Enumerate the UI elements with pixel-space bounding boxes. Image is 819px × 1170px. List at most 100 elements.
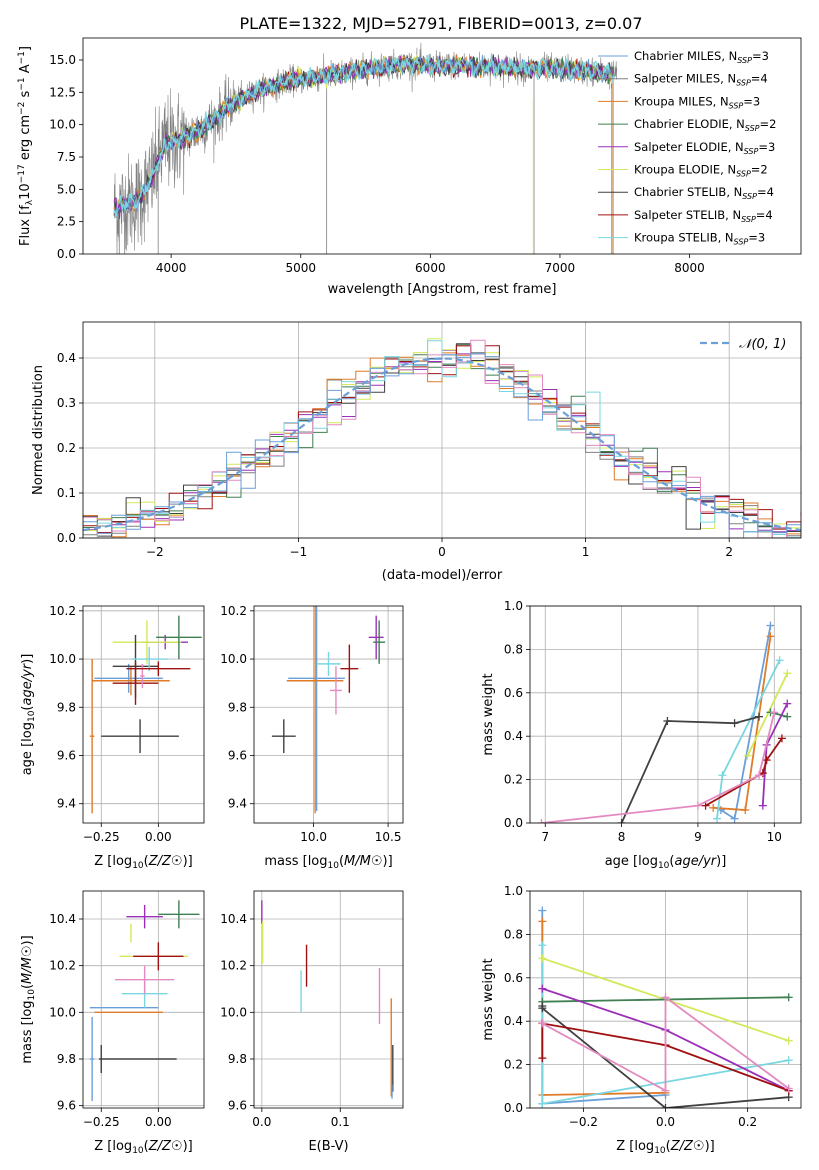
y-tick-label: 9.6 bbox=[228, 748, 247, 762]
y-tick-label: 2.5 bbox=[57, 215, 76, 229]
y-tick-label: 0.8 bbox=[504, 642, 523, 656]
axes-frame bbox=[253, 890, 404, 1109]
legend-label: Salpeter ELODIE, NSSP=3 bbox=[634, 140, 775, 156]
label-part: Z [log bbox=[94, 1139, 132, 1154]
weight_vs_Z-ylabel: mass weight bbox=[481, 958, 496, 1040]
y-tick-label: 9.6 bbox=[228, 1099, 247, 1113]
residual-histograms bbox=[83, 338, 801, 538]
label-part: ( bbox=[666, 1139, 671, 1154]
weight-line-salpeter_stelib bbox=[541, 1022, 790, 1092]
weight-line-chabrier_stelib bbox=[620, 715, 760, 823]
y-tick-label: 0.3 bbox=[57, 396, 76, 410]
label-part: Z [log bbox=[94, 854, 132, 869]
y-tick-label: 12.5 bbox=[49, 85, 76, 99]
y-tick-label: 9.8 bbox=[57, 1052, 76, 1066]
x-tick-label: −0.25 bbox=[83, 830, 120, 844]
x-tick-label: −0.25 bbox=[83, 1115, 120, 1129]
legend-text: Chabrier STELIB, N bbox=[634, 185, 742, 199]
legend-sub: SSP bbox=[729, 101, 744, 110]
ylabel-part: −2 bbox=[17, 102, 27, 115]
y-tick-label: 10.2 bbox=[49, 604, 76, 618]
y-tick-label: 9.4 bbox=[57, 797, 76, 811]
y-tick-label: 9.8 bbox=[57, 700, 76, 714]
age_vs_mass-points bbox=[271, 606, 386, 814]
legend-sub: SSP bbox=[745, 124, 760, 133]
x-tick-label: −1 bbox=[290, 545, 308, 559]
x-tick-label: 8000 bbox=[674, 261, 705, 275]
legend-sub: SSP bbox=[742, 192, 757, 201]
plot-layer: 4000 5000 6000 7000 80000.02.55.07.510.012.5… bbox=[17, 37, 802, 1156]
mass_vs_EBV-xlabel: E(B-V) bbox=[308, 1139, 348, 1154]
x-tick-label: 5000 bbox=[285, 261, 316, 275]
legend-sub: SSP bbox=[734, 238, 749, 247]
spectrum-axes: 4000 5000 6000 7000 8000 0.0 2.5 5.0 7.5 10.0 12.5… bbox=[49, 53, 705, 275]
weight_vs_age-ylabel: mass weight bbox=[481, 673, 496, 755]
label-part: 10 bbox=[27, 989, 37, 1001]
x-tick-label: 0.00 bbox=[145, 830, 172, 844]
label-part: )] bbox=[183, 854, 193, 869]
y-tick-label: 1.0 bbox=[504, 599, 523, 613]
y-tick-label: 10.2 bbox=[220, 959, 247, 973]
legend-text: Salpeter ELODIE, N bbox=[634, 140, 744, 154]
weight-line-chabrier_miles bbox=[541, 910, 666, 1105]
legend-sub: SSP bbox=[741, 215, 756, 224]
y-tick-label: 10.0 bbox=[220, 1005, 247, 1019]
mass_vs_EBV-points bbox=[261, 900, 394, 1099]
x-tick-label: 0.00 bbox=[145, 1115, 172, 1129]
y-tick-label: 0.0 bbox=[57, 531, 76, 545]
y-tick-label: 0.4 bbox=[57, 351, 76, 365]
age_vs_Z-ylabel: age [log10(age/yr)] bbox=[20, 654, 37, 776]
label-part: ( bbox=[144, 854, 149, 869]
age_vs_mass-axes: 10.0 10.5 9.4 9.6 9.8 10.0 10.2 bbox=[220, 604, 403, 844]
weight_vs_age-xlabel: age [log10(age/yr)] bbox=[605, 854, 727, 871]
axes-frame bbox=[253, 605, 404, 824]
residuals-xlabel: (data-model)/error bbox=[382, 568, 503, 583]
x-tick-label: −2 bbox=[146, 545, 164, 559]
label-part: 10 bbox=[132, 1146, 144, 1156]
ylabel-part: ] bbox=[18, 46, 33, 51]
weight-line-salpeter_elodie bbox=[761, 703, 789, 806]
x-tick-label: 0.2 bbox=[738, 1115, 757, 1129]
weight_vs_Z-xlabel: Z [log10(Z/Z☉)] bbox=[616, 1139, 714, 1156]
normal-reference-curve bbox=[83, 357, 801, 532]
age_vs_Z-axes: −0.25 0.00 9.4 9.6 9.8 10.0 10.2 bbox=[49, 604, 204, 844]
legend-label: Chabrier STELIB, NSSP=4 bbox=[634, 185, 774, 201]
y-tick-label: 10.2 bbox=[49, 959, 76, 973]
y-tick-label: 9.8 bbox=[228, 1052, 247, 1066]
age_vs_Z-points bbox=[89, 615, 202, 814]
ylabel-part: erg cm bbox=[18, 115, 33, 164]
axes-frame bbox=[82, 321, 802, 539]
label-part: age/yr bbox=[674, 854, 717, 869]
y-tick-label: 10.4 bbox=[220, 912, 247, 926]
y-tick-label: 7.5 bbox=[57, 150, 76, 164]
y-tick-label: 0.2 bbox=[504, 773, 523, 787]
x-tick-label: 8 bbox=[618, 830, 626, 844]
y-tick-label: 10.0 bbox=[49, 1005, 76, 1019]
x-tick-label: 0.1 bbox=[331, 1115, 350, 1129]
ylabel-part: λ bbox=[25, 199, 35, 205]
label-part: ☉ bbox=[171, 854, 183, 869]
label-part: 10 bbox=[658, 861, 670, 871]
axes-frame bbox=[529, 890, 802, 1109]
y-tick-label: 0.6 bbox=[504, 971, 523, 985]
mass_vs_Z-points bbox=[89, 900, 200, 1101]
y-tick-label: 0.4 bbox=[504, 729, 523, 743]
age_vs_mass-xlabel: mass [log10(M/M☉)] bbox=[264, 854, 392, 871]
label-part: 10 bbox=[328, 861, 340, 871]
label-part: ( bbox=[20, 984, 35, 989]
legend-text: Kroupa ELODIE, N bbox=[634, 163, 736, 177]
weight-line-kroupa_miles bbox=[541, 921, 666, 1096]
x-tick-label: 10 bbox=[767, 830, 782, 844]
weight-line-salpeter_stelib bbox=[705, 737, 783, 807]
mass_vs_Z-ylabel: mass [log10(M/M☉)] bbox=[20, 935, 37, 1063]
legend-label: Kroupa STELIB, NSSP=3 bbox=[634, 231, 765, 247]
ylabel-part: −17 bbox=[17, 164, 27, 183]
label-part: M/M bbox=[344, 854, 371, 869]
legend-text: Kroupa STELIB, N bbox=[634, 231, 734, 245]
legend-label: 𝒩(0, 1) bbox=[739, 337, 786, 352]
axes-frame bbox=[82, 605, 205, 824]
x-tick-label: 4000 bbox=[156, 261, 187, 275]
x-tick-label: 0.0 bbox=[252, 1115, 271, 1129]
axes-frame bbox=[529, 605, 802, 824]
